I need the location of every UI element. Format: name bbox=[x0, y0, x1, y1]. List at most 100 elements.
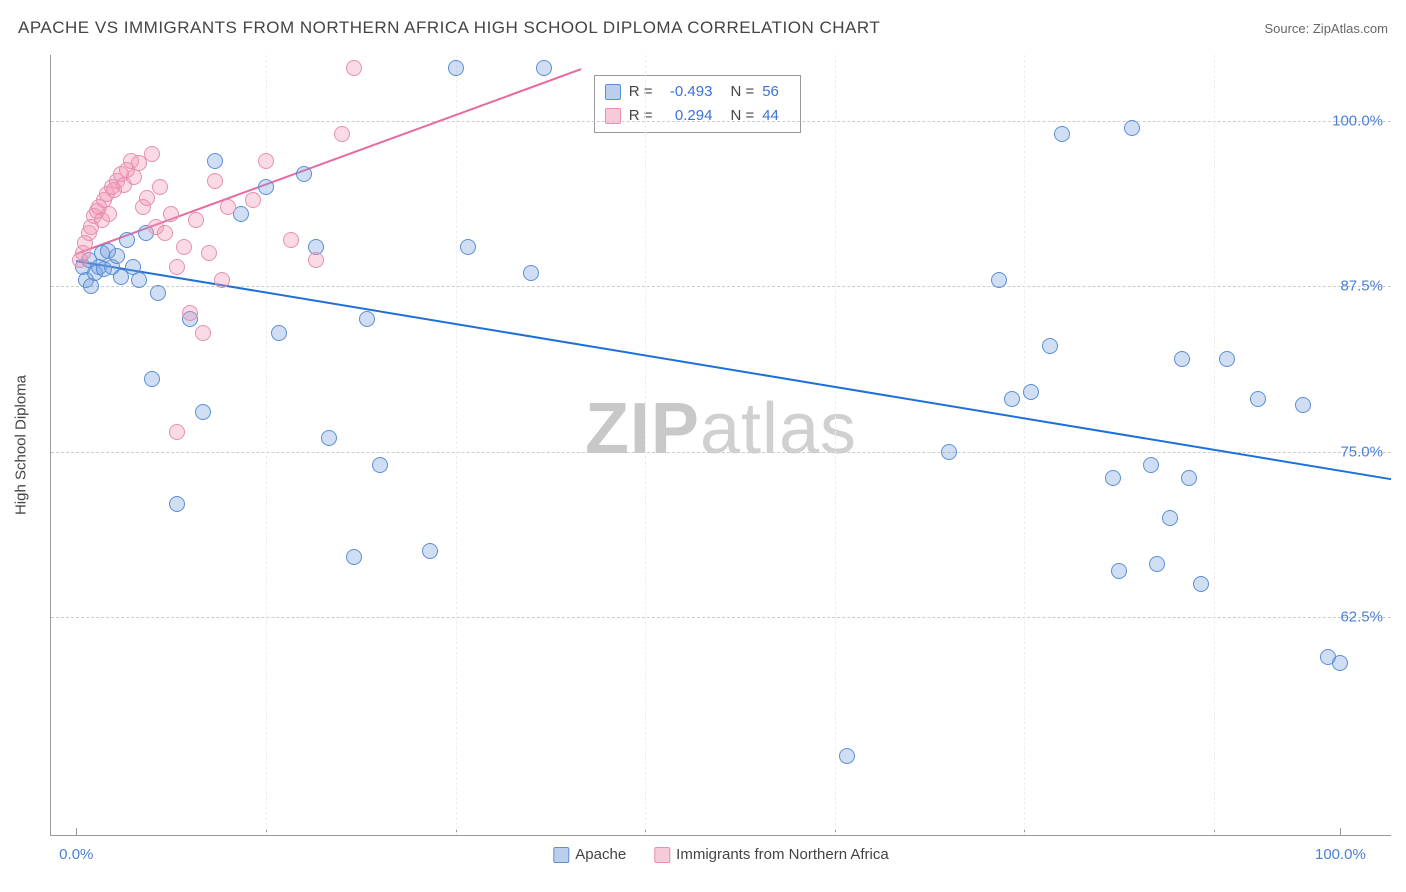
chart-source: Source: ZipAtlas.com bbox=[1264, 21, 1388, 36]
stats-r-label: R = bbox=[629, 104, 653, 128]
data-point-apache bbox=[1105, 470, 1121, 486]
data-point-apache bbox=[460, 239, 476, 255]
stats-n-val: 44 bbox=[762, 104, 790, 128]
data-point-apache bbox=[1174, 351, 1190, 367]
chart-title: APACHE VS IMMIGRANTS FROM NORTHERN AFRIC… bbox=[18, 18, 880, 38]
source-label: Source: bbox=[1264, 21, 1312, 36]
data-point-apache bbox=[1054, 126, 1070, 142]
data-point-apache bbox=[941, 444, 957, 460]
y-tick-label: 75.0% bbox=[1340, 443, 1383, 460]
data-point-naf bbox=[169, 259, 185, 275]
data-point-apache bbox=[1124, 120, 1140, 136]
data-point-apache bbox=[150, 285, 166, 301]
gridline-v bbox=[1214, 55, 1215, 835]
data-point-apache bbox=[1162, 510, 1178, 526]
data-point-apache bbox=[296, 166, 312, 182]
data-point-naf bbox=[258, 153, 274, 169]
data-point-apache bbox=[1023, 384, 1039, 400]
stats-n-val: 56 bbox=[762, 80, 790, 104]
data-point-apache bbox=[271, 325, 287, 341]
data-point-naf bbox=[201, 245, 217, 261]
data-point-apache bbox=[321, 430, 337, 446]
gridline-h bbox=[51, 452, 1391, 453]
data-point-naf bbox=[163, 206, 179, 222]
stats-row: R = -0.493 N = 56 bbox=[605, 80, 791, 104]
data-point-apache bbox=[1111, 563, 1127, 579]
gridline-h bbox=[51, 286, 1391, 287]
data-point-apache bbox=[1149, 556, 1165, 572]
source-link[interactable]: ZipAtlas.com bbox=[1313, 21, 1388, 36]
data-point-apache bbox=[422, 543, 438, 559]
x-tick bbox=[1340, 828, 1341, 836]
data-point-naf bbox=[195, 325, 211, 341]
data-point-apache bbox=[169, 496, 185, 512]
gridline-h bbox=[51, 617, 1391, 618]
data-point-apache bbox=[839, 748, 855, 764]
data-point-apache bbox=[372, 457, 388, 473]
data-point-apache bbox=[1181, 470, 1197, 486]
data-point-naf bbox=[144, 146, 160, 162]
watermark-rest: atlas bbox=[700, 389, 857, 469]
stats-n-label: N = bbox=[730, 80, 754, 104]
x-tick-label: 100.0% bbox=[1315, 846, 1366, 863]
data-point-apache bbox=[346, 549, 362, 565]
gridline-v bbox=[645, 55, 646, 835]
stats-r-val: 0.294 bbox=[660, 104, 712, 128]
data-point-apache bbox=[119, 232, 135, 248]
stats-box: R = -0.493 N = 56 R = 0.294 N = 44 bbox=[594, 75, 802, 133]
data-point-naf bbox=[182, 305, 198, 321]
data-point-apache bbox=[207, 153, 223, 169]
legend: Apache Immigrants from Northern Africa bbox=[553, 846, 888, 863]
stats-swatch bbox=[605, 84, 621, 100]
gridline-v bbox=[835, 55, 836, 835]
stats-row: R = 0.294 N = 44 bbox=[605, 104, 791, 128]
legend-swatch-blue bbox=[553, 847, 569, 863]
legend-item-apache: Apache bbox=[553, 846, 626, 863]
data-point-naf bbox=[308, 252, 324, 268]
data-point-naf bbox=[207, 173, 223, 189]
data-point-naf bbox=[283, 232, 299, 248]
data-point-apache bbox=[1143, 457, 1159, 473]
data-point-naf bbox=[169, 424, 185, 440]
data-point-naf bbox=[214, 272, 230, 288]
stats-r-label: R = bbox=[629, 80, 653, 104]
gridline-h bbox=[51, 121, 1391, 122]
data-point-naf bbox=[346, 60, 362, 76]
x-tick-label: 0.0% bbox=[59, 846, 93, 863]
data-point-apache bbox=[523, 265, 539, 281]
gridline-v bbox=[266, 55, 267, 835]
data-point-naf bbox=[101, 206, 117, 222]
data-point-naf bbox=[245, 192, 261, 208]
watermark-bold: ZIP bbox=[585, 389, 700, 469]
data-point-naf bbox=[152, 179, 168, 195]
data-point-apache bbox=[1193, 576, 1209, 592]
y-axis-title: High School Diploma bbox=[13, 375, 30, 515]
data-point-apache bbox=[991, 272, 1007, 288]
legend-item-naf: Immigrants from Northern Africa bbox=[654, 846, 889, 863]
data-point-apache bbox=[1219, 351, 1235, 367]
data-point-naf bbox=[220, 199, 236, 215]
data-point-apache bbox=[195, 404, 211, 420]
data-point-apache bbox=[359, 311, 375, 327]
trend-line-apache bbox=[76, 260, 1391, 480]
watermark: ZIPatlas bbox=[585, 388, 857, 470]
stats-r-val: -0.493 bbox=[660, 80, 712, 104]
y-tick-label: 62.5% bbox=[1340, 608, 1383, 625]
data-point-apache bbox=[1004, 391, 1020, 407]
data-point-naf bbox=[188, 212, 204, 228]
plot-area: ZIPatlas High School Diploma R =-0.493N … bbox=[50, 55, 1391, 836]
legend-swatch-pink bbox=[654, 847, 670, 863]
gridline-v bbox=[1024, 55, 1025, 835]
data-point-apache bbox=[109, 248, 125, 264]
data-point-apache bbox=[536, 60, 552, 76]
data-point-apache bbox=[131, 272, 147, 288]
data-point-apache bbox=[1332, 655, 1348, 671]
x-tick bbox=[76, 828, 77, 836]
stats-n-label: N = bbox=[730, 104, 754, 128]
y-tick-label: 87.5% bbox=[1340, 278, 1383, 295]
data-point-apache bbox=[448, 60, 464, 76]
data-point-apache bbox=[1295, 397, 1311, 413]
data-point-apache bbox=[1042, 338, 1058, 354]
y-tick-label: 100.0% bbox=[1332, 113, 1383, 130]
gridline-v bbox=[456, 55, 457, 835]
